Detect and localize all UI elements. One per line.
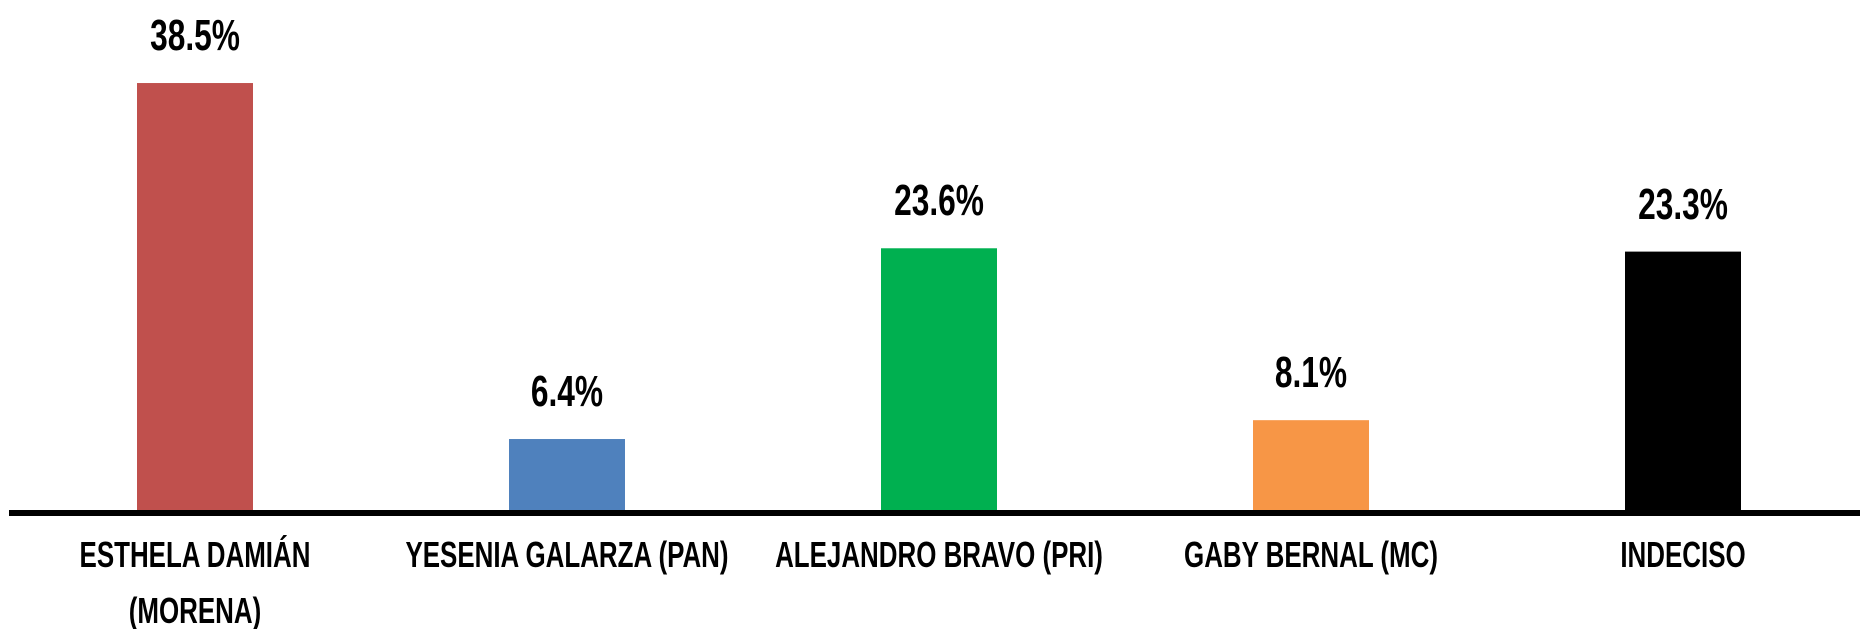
x-tick-label: GABY BERNAL (MC) (1184, 534, 1438, 575)
bar (881, 248, 997, 510)
value-label: 6.4% (530, 367, 604, 417)
x-tick-label: INDECISO (1620, 534, 1746, 575)
value-label: 38.5% (150, 11, 240, 61)
x-tick-label: YESENIA GALARZA (PAN) (405, 534, 729, 575)
value-label: 8.1% (1274, 348, 1348, 398)
bar (1625, 251, 1741, 510)
value-label: 23.6% (894, 176, 984, 226)
x-tick-label: ALEJANDRO BRAVO (PRI) (775, 534, 1103, 575)
bar (509, 439, 625, 510)
value-label: 23.3% (1638, 179, 1728, 229)
bar (1253, 420, 1369, 510)
x-tick-label: ESTHELA DAMIÁN (MORENA) (79, 534, 311, 629)
bar (137, 83, 253, 510)
